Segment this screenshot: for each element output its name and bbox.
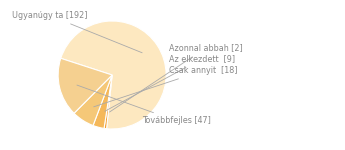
- Wedge shape: [58, 58, 112, 113]
- Text: Csak annyit  [18]: Csak annyit [18]: [94, 66, 237, 107]
- Wedge shape: [93, 75, 112, 128]
- Text: Továbbfejles [47]: Továbbfejles [47]: [77, 85, 211, 125]
- Wedge shape: [74, 75, 112, 126]
- Text: Azonnal abbah [2]: Azonnal abbah [2]: [109, 44, 243, 112]
- Text: Ugyanúgy ta [192]: Ugyanúgy ta [192]: [12, 11, 142, 53]
- Text: Az elkezdett  [9]: Az elkezdett [9]: [105, 54, 235, 111]
- Wedge shape: [104, 75, 112, 129]
- Wedge shape: [61, 21, 166, 129]
